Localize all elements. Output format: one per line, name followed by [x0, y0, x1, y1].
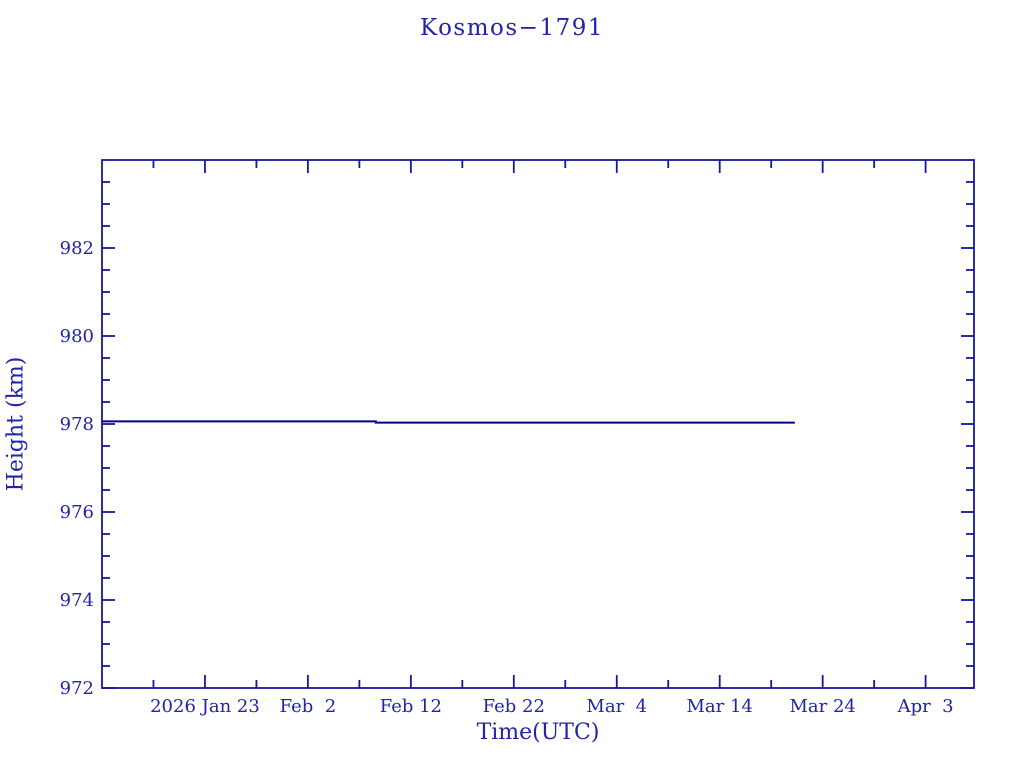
y-tick-label: 972: [60, 678, 94, 699]
x-tick-label: Feb 12: [380, 696, 442, 717]
x-tick-label: Apr 3: [897, 696, 954, 717]
y-tick-label: 974: [60, 590, 94, 611]
y-tick-label: 982: [60, 238, 94, 259]
x-tick-label: Mar 14: [687, 696, 753, 717]
height-series-line: [102, 420, 795, 424]
x-tick-label: Feb 2: [280, 696, 337, 717]
plot-border: [101, 159, 975, 689]
x-tick-label: Mar 4: [586, 696, 647, 717]
chart-title: Kosmos−1791: [420, 15, 604, 41]
y-tick-label: 978: [60, 414, 94, 435]
x-axis-title: Time(UTC): [476, 720, 600, 745]
y-tick-label: 976: [60, 502, 94, 523]
x-tick-label: 2026 Jan 23: [150, 696, 260, 717]
y-tick-label: 980: [60, 326, 94, 347]
y-axis-title: Height (km): [3, 356, 29, 492]
x-tick-label: Mar 24: [789, 696, 855, 717]
x-tick-label: Feb 22: [483, 696, 545, 717]
